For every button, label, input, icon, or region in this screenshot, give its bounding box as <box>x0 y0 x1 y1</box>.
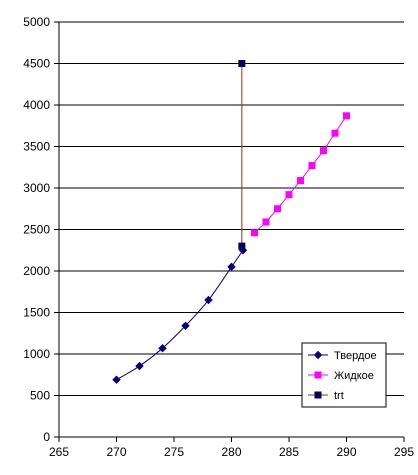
data-point <box>331 129 339 137</box>
data-point <box>251 229 258 237</box>
grid-lines <box>59 21 404 396</box>
data-point <box>204 295 213 305</box>
legend-label: Твердое <box>334 350 377 362</box>
y-tick-label: 5000 <box>23 15 50 29</box>
legend-label: trt <box>334 390 344 402</box>
series-2 <box>251 112 350 237</box>
y-tick-label: 3000 <box>23 181 50 195</box>
data-point <box>320 147 327 155</box>
legend-item: Твердое <box>308 350 377 362</box>
y-tick-label: 3500 <box>23 140 50 154</box>
x-tick-label: 280 <box>221 445 241 459</box>
y-tick-label: 0 <box>43 430 50 444</box>
data-point <box>343 112 350 120</box>
legend: Твердое Жидкое trt <box>301 342 387 408</box>
y-tick-label: 2500 <box>23 223 50 237</box>
data-point <box>285 191 293 199</box>
y-tick-label: 500 <box>30 389 50 403</box>
y-tick-label: 4500 <box>23 57 50 71</box>
series-line <box>116 249 244 381</box>
y-tick-label: 1500 <box>23 306 50 320</box>
data-point <box>238 60 246 67</box>
data-point <box>135 361 144 371</box>
y-tick-label: 4000 <box>23 98 50 112</box>
data-point <box>262 218 270 226</box>
x-tick-label: 275 <box>164 445 184 459</box>
legend-label: Жидкое <box>334 370 374 382</box>
axes <box>54 21 405 442</box>
series-layer <box>112 60 350 384</box>
data-point <box>308 162 316 170</box>
x-tick-label: 290 <box>336 445 356 459</box>
legend-item: Жидкое <box>308 370 374 382</box>
x-tick-label: 285 <box>279 445 299 459</box>
x-tick-label: 295 <box>394 445 414 459</box>
legend-marker <box>314 391 322 399</box>
legend-marker <box>313 350 323 360</box>
data-point <box>158 343 167 353</box>
data-point <box>227 262 236 272</box>
data-point <box>274 205 281 213</box>
x-tick-label: 270 <box>106 445 126 459</box>
y-tick-label: 1000 <box>23 347 50 361</box>
legend-item: trt <box>308 390 344 402</box>
data-point <box>238 242 246 250</box>
y-tick-label: 2000 <box>23 264 50 278</box>
series-3 <box>238 60 246 250</box>
y-tick-labels: 0 500 1000 1500 2000 2500 3000 3500 4000 4500 5000 <box>23 15 50 444</box>
data-point <box>181 321 190 330</box>
x-tick-labels: 265 270 275 280 285 290 295 <box>49 445 414 459</box>
series-1 <box>112 246 248 384</box>
legend-marker <box>314 371 322 379</box>
data-point <box>112 375 121 384</box>
data-point <box>297 177 304 185</box>
x-tick-label: 265 <box>49 445 69 459</box>
